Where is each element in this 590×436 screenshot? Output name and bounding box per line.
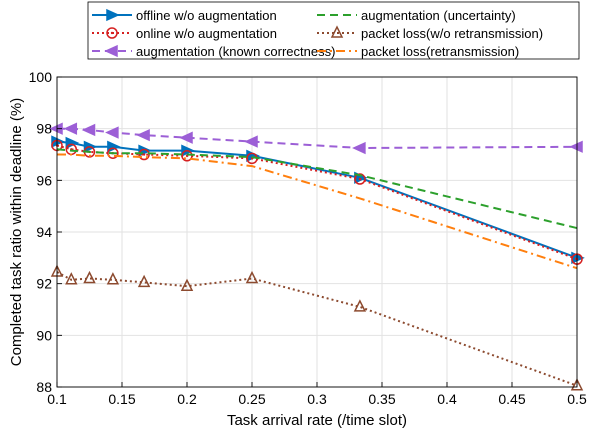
legend-label-packet-loss-w-o-retransmission: packet loss(w/o retransmission)	[361, 26, 543, 41]
x-tick-label: 0.3	[307, 391, 327, 407]
legend-label-online-w-o-augmentation: online w/o augmentation	[136, 26, 277, 41]
y-tick-label: 90	[36, 327, 52, 343]
data-point-augmentation-known-correctness	[352, 141, 366, 155]
data-point-packet-loss-w-o-retransmission	[353, 299, 367, 312]
x-tick-label: 0.4	[437, 391, 457, 407]
y-axis-title: Completed task ratio within deadline (%)	[8, 98, 25, 366]
data-point-packet-loss-w-o-retransmission	[570, 378, 584, 391]
y-ticks: 88 90 92 94 96 98 100	[29, 69, 62, 395]
series-line-augmentation-known-correctness	[57, 127, 578, 149]
y-tick-label: 94	[36, 224, 52, 240]
legend: offline w/o augmentation online w/o augme…	[87, 1, 580, 60]
legend-item-augmentation-known-correctness: augmentation (known correctness)	[92, 44, 335, 59]
data-point-packet-loss-w-o-retransmission	[245, 270, 259, 284]
legend-marker-online-w-o-augmentation-dot	[110, 31, 114, 35]
legend-marker-online-w-o-augmentation	[106, 27, 118, 39]
legend-item-augmentation-uncertainty: augmentation (uncertainty)	[317, 8, 516, 23]
series-line-packet-loss-retransmission	[57, 153, 578, 270]
series-layer	[49, 122, 585, 391]
legend-item-offline-w-o-augmentation: offline w/o augmentation	[92, 8, 277, 23]
data-point-online-w-o-augmentation	[107, 147, 119, 159]
data-point-online-w-o-augmentation	[354, 173, 366, 185]
data-point-packet-loss-w-o-retransmission	[180, 278, 194, 291]
series-line-augmentation-uncertainty	[56, 148, 578, 230]
y-tick-label: 88	[36, 379, 52, 395]
data-point-packet-loss-w-o-retransmission	[65, 272, 78, 285]
legend-box	[87, 1, 580, 60]
data-point-augmentation-known-correctness	[105, 126, 119, 139]
legend-item-online-w-o-augmentation: online w/o augmentation	[92, 26, 277, 41]
legend-item-packet-loss-retransmission: packet loss(retransmission)	[317, 44, 519, 59]
data-point-packet-loss-w-o-retransmission	[83, 270, 96, 284]
series-packet-loss-retransmission	[57, 153, 578, 270]
legend-marker-offline-w-o-augmentation	[106, 8, 120, 22]
legend-label-augmentation-uncertainty: augmentation (uncertainty)	[361, 8, 516, 23]
y-tick-label: 100	[29, 69, 53, 85]
legend-marker-augmentation-known-correctness	[104, 44, 118, 58]
y-tick-label: 98	[36, 121, 52, 137]
data-point-online-w-o-augmentation-dot	[142, 153, 146, 156]
legend-label-packet-loss-retransmission: packet loss(retransmission)	[361, 44, 519, 59]
x-tick-label: 0.25	[238, 391, 265, 407]
legend-item-packet-loss-w-o-retransmission: packet loss(w/o retransmission)	[317, 25, 543, 41]
x-ticks: 0.1 0.15 0.2 0.25 0.3 0.35 0.4 0.45 0.5	[47, 382, 587, 407]
data-point-augmentation-known-correctness	[179, 131, 193, 144]
x-tick-label: 0.45	[498, 391, 525, 407]
data-point-augmentation-known-correctness	[569, 140, 583, 153]
data-point-online-w-o-augmentation	[138, 148, 150, 161]
data-point-augmentation-known-correctness	[244, 135, 258, 148]
x-tick-label: 0.15	[108, 391, 135, 407]
x-tick-label: 0.35	[368, 391, 395, 407]
data-point-online-w-o-augmentation	[181, 150, 193, 162]
grid	[56, 76, 578, 388]
legend-marker-packet-loss-w-o-retransmission	[330, 25, 344, 38]
series-augmentation-known-correctness	[49, 122, 583, 155]
data-point-online-w-o-augmentation-dot	[358, 177, 362, 181]
data-point-offline-w-o-augmentation	[51, 135, 65, 148]
x-tick-label: 0.1	[47, 391, 67, 407]
legend-label-augmentation-known-correctness: augmentation (known correctness)	[136, 44, 335, 59]
y-tick-label: 96	[36, 172, 52, 188]
data-point-packet-loss-w-o-retransmission	[106, 272, 120, 285]
data-point-augmentation-known-correctness	[136, 128, 150, 142]
y-tick-label: 92	[36, 276, 52, 292]
legend-label-offline-w-o-augmentation: offline w/o augmentation	[136, 8, 277, 23]
x-axis-title: Task arrival rate (/time slot)	[227, 412, 407, 429]
x-tick-label: 0.2	[177, 391, 197, 407]
series-packet-loss-w-o-retransmission	[50, 264, 584, 391]
x-tick-label: 0.5	[567, 391, 587, 407]
data-point-packet-loss-w-o-retransmission	[137, 274, 151, 288]
data-point-augmentation-known-correctness	[63, 122, 78, 135]
series-augmentation-uncertainty	[56, 148, 578, 230]
data-point-augmentation-known-correctness	[81, 123, 96, 137]
